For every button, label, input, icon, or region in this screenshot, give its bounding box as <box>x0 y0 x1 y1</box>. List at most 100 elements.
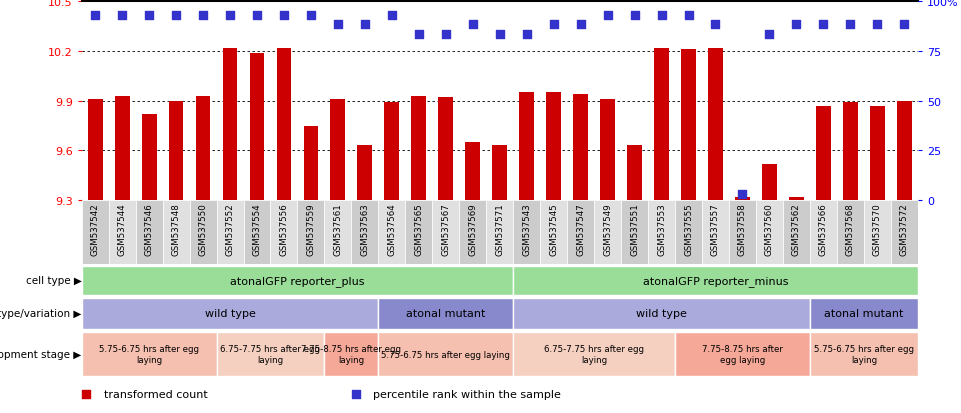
Text: GSM537570: GSM537570 <box>873 203 882 255</box>
Text: GSM537543: GSM537543 <box>522 203 531 255</box>
Text: GSM537563: GSM537563 <box>360 203 369 255</box>
FancyBboxPatch shape <box>379 201 406 265</box>
FancyBboxPatch shape <box>702 201 729 265</box>
FancyBboxPatch shape <box>379 298 513 329</box>
Text: GSM537558: GSM537558 <box>738 203 747 255</box>
Bar <box>573 95 588 201</box>
Text: 5.75-6.75 hrs after egg
laying: 5.75-6.75 hrs after egg laying <box>814 344 914 364</box>
Point <box>680 12 696 19</box>
FancyBboxPatch shape <box>513 266 918 295</box>
FancyBboxPatch shape <box>298 201 325 265</box>
Text: wild type: wild type <box>205 309 256 318</box>
FancyBboxPatch shape <box>621 201 648 265</box>
Point <box>870 22 885 28</box>
Bar <box>492 146 507 201</box>
Text: GSM537569: GSM537569 <box>468 203 478 255</box>
FancyBboxPatch shape <box>810 332 918 377</box>
FancyBboxPatch shape <box>270 201 298 265</box>
Text: GSM537564: GSM537564 <box>387 203 396 255</box>
Point <box>195 12 210 19</box>
FancyBboxPatch shape <box>729 201 756 265</box>
Text: GSM537560: GSM537560 <box>765 203 774 255</box>
Text: wild type: wild type <box>636 309 687 318</box>
Text: GSM537557: GSM537557 <box>711 203 720 255</box>
FancyBboxPatch shape <box>783 201 810 265</box>
Text: GSM537546: GSM537546 <box>144 203 154 255</box>
Text: GSM537561: GSM537561 <box>333 203 342 255</box>
Bar <box>331 100 345 201</box>
Text: GSM537571: GSM537571 <box>495 203 505 255</box>
Point <box>816 22 831 28</box>
FancyBboxPatch shape <box>648 201 675 265</box>
Point <box>276 12 291 19</box>
Text: GSM537542: GSM537542 <box>90 203 100 255</box>
Text: atonal mutant: atonal mutant <box>407 309 485 318</box>
Point <box>600 12 615 19</box>
Text: development stage ▶: development stage ▶ <box>0 349 82 359</box>
Bar <box>196 96 210 201</box>
Bar <box>141 115 157 201</box>
Point <box>573 22 588 28</box>
Text: GSM537565: GSM537565 <box>414 203 423 255</box>
Text: GSM537566: GSM537566 <box>819 203 827 255</box>
FancyBboxPatch shape <box>675 332 810 377</box>
Text: GSM537556: GSM537556 <box>280 203 288 255</box>
Bar <box>708 48 723 201</box>
Text: GSM537547: GSM537547 <box>577 203 585 255</box>
Bar <box>277 48 291 201</box>
Point <box>331 22 346 28</box>
FancyBboxPatch shape <box>459 201 486 265</box>
FancyBboxPatch shape <box>756 201 783 265</box>
Text: GSM537553: GSM537553 <box>657 203 666 255</box>
Text: GSM537550: GSM537550 <box>199 203 208 255</box>
Bar <box>897 101 912 201</box>
Bar <box>870 107 885 201</box>
Bar <box>762 164 776 201</box>
Bar <box>654 48 669 201</box>
Point <box>465 22 480 28</box>
Bar <box>843 103 858 201</box>
Bar <box>601 100 615 201</box>
Text: 5.75-6.75 hrs after egg
laying: 5.75-6.75 hrs after egg laying <box>99 344 199 364</box>
Point <box>789 22 804 28</box>
Bar <box>304 126 318 201</box>
Text: atonalGFP reporter_minus: atonalGFP reporter_minus <box>643 275 788 286</box>
FancyBboxPatch shape <box>82 201 109 265</box>
FancyBboxPatch shape <box>513 298 810 329</box>
FancyBboxPatch shape <box>136 201 162 265</box>
Bar <box>681 50 696 201</box>
FancyBboxPatch shape <box>352 201 379 265</box>
FancyBboxPatch shape <box>864 201 891 265</box>
FancyBboxPatch shape <box>891 201 918 265</box>
FancyBboxPatch shape <box>567 201 594 265</box>
Text: GSM537567: GSM537567 <box>441 203 451 255</box>
Bar <box>628 146 642 201</box>
Point <box>897 22 912 28</box>
Text: atonal mutant: atonal mutant <box>825 309 903 318</box>
FancyBboxPatch shape <box>513 332 675 377</box>
Bar <box>87 100 103 201</box>
Text: 7.75-8.75 hrs after
egg laying: 7.75-8.75 hrs after egg laying <box>702 344 783 364</box>
Text: GSM537559: GSM537559 <box>307 203 315 255</box>
Point <box>843 22 858 28</box>
Point <box>411 32 427 38</box>
Bar <box>411 96 427 201</box>
Bar <box>223 48 237 201</box>
FancyBboxPatch shape <box>594 201 621 265</box>
Point <box>519 32 534 38</box>
Text: 6.75-7.75 hrs after egg
laying: 6.75-7.75 hrs after egg laying <box>544 344 644 364</box>
Text: GSM537555: GSM537555 <box>684 203 693 255</box>
FancyBboxPatch shape <box>325 201 352 265</box>
Point <box>627 12 642 19</box>
Text: genotype/variation ▶: genotype/variation ▶ <box>0 309 82 318</box>
Point <box>708 22 724 28</box>
FancyBboxPatch shape <box>82 266 513 295</box>
FancyBboxPatch shape <box>82 298 379 329</box>
Text: percentile rank within the sample: percentile rank within the sample <box>373 389 560 399</box>
Point <box>168 12 184 19</box>
Bar <box>546 93 561 201</box>
Text: GSM537545: GSM537545 <box>549 203 558 255</box>
FancyBboxPatch shape <box>513 201 540 265</box>
Point <box>653 12 669 19</box>
Bar <box>384 103 399 201</box>
